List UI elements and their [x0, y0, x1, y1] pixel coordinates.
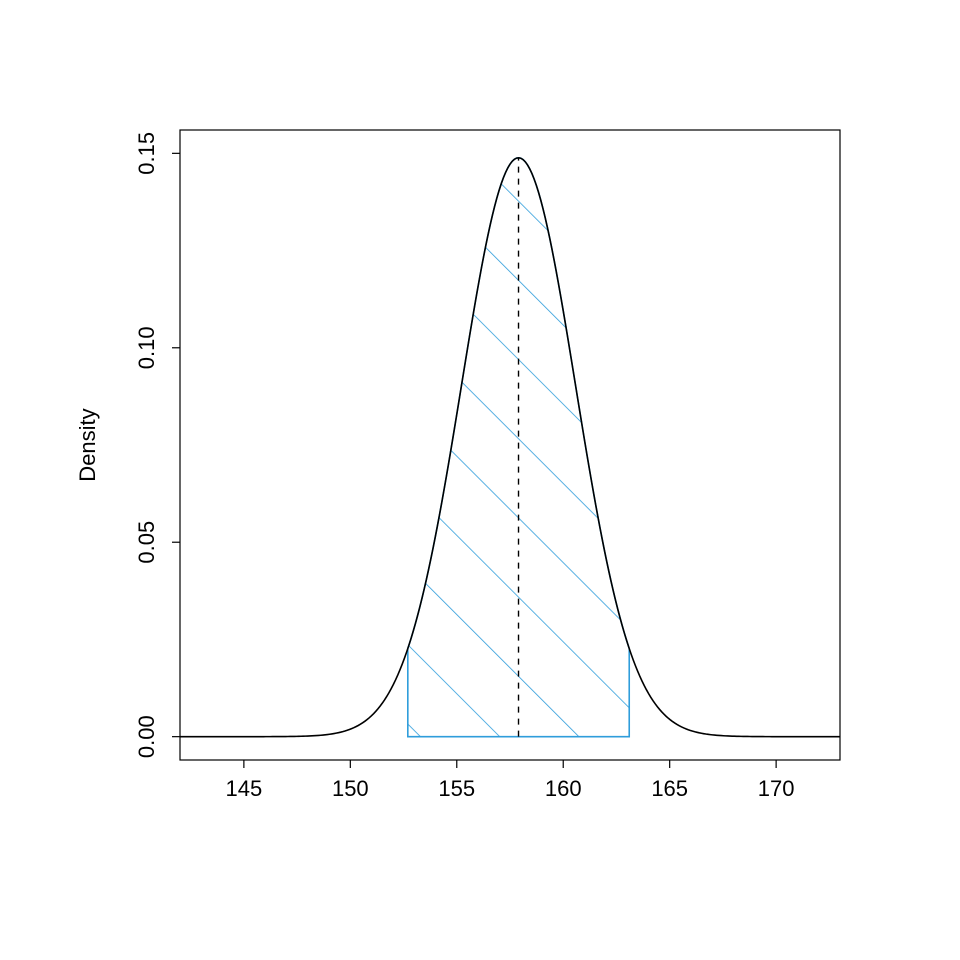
y-tick-label: 0.15 [134, 132, 159, 175]
x-tick-label: 155 [438, 776, 475, 801]
density-chart: 145 150 155 160 165 170 0.00 0.05 0.10 0.15 Densit… [0, 0, 960, 960]
y-tick-label: 0.00 [134, 715, 159, 758]
x-tick-label: 145 [226, 776, 263, 801]
y-tick-label: 0.05 [134, 521, 159, 564]
y-tick-label: 0.10 [134, 326, 159, 369]
x-tick-label: 165 [651, 776, 688, 801]
x-tick-label: 150 [332, 776, 369, 801]
x-tick-label: 170 [758, 776, 795, 801]
chart-svg: 145 150 155 160 165 170 0.00 0.05 0.10 0.15 Densit… [0, 0, 960, 960]
y-axis-title: Density [75, 408, 100, 481]
x-tick-label: 160 [545, 776, 582, 801]
